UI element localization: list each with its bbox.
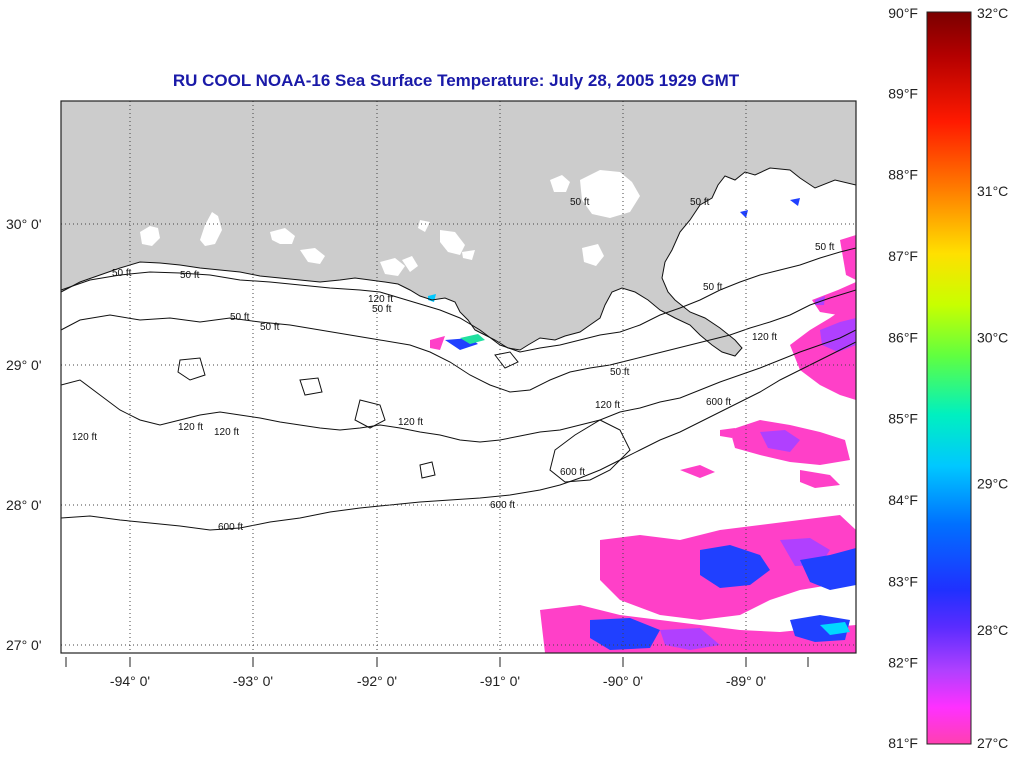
contour-label: 50 ft [260,322,280,333]
contour-label: 600 ft [490,500,515,511]
contour-label: 50 ft [815,242,835,253]
contour-label: 120 ft [398,417,423,428]
contour-label: 120 ft [72,432,97,443]
map-border [60,100,857,654]
contour-label: 50 ft [180,270,200,281]
contour-label: 50 ft [112,268,132,279]
colorbar [926,11,972,745]
contour-label: 120 ft [752,332,777,343]
colorbar-celsius-labels: 32°C 31°C 30°C 29°C 28°C 27°C [977,5,1008,751]
colorbar-f-label: 83°F [888,573,918,589]
map-area [61,101,856,653]
colorbar-c-label: 29°C [977,476,1008,492]
colorbar-f-label: 88°F [888,167,918,183]
axis-ticks [65,657,809,667]
contour-label: 120 ft [214,427,239,438]
contour-label: 600 ft [706,397,731,408]
lat-label: 30° 0' [6,216,42,232]
lat-label: 29° 0' [6,357,42,373]
colorbar-c-label: 28°C [977,622,1008,638]
contour-label: 120 ft [178,422,203,433]
colorbar-f-label: 86°F [888,329,918,345]
contour-label: 120 ft [368,294,393,305]
contour-label: 50 ft [372,304,392,315]
contour-label: 120 ft [595,400,620,411]
colorbar-f-label: 85°F [888,411,918,427]
lon-label: -92° 0' [357,673,397,689]
lon-label: -91° 0' [480,673,520,689]
colorbar-f-label: 87°F [888,248,918,264]
contour-label: 50 ft [230,312,250,323]
land-mass [61,101,856,356]
lat-label: 27° 0' [6,637,42,653]
lon-label: -93° 0' [233,673,273,689]
lon-label: -90° 0' [603,673,643,689]
colorbar-c-label: 32°C [977,5,1008,21]
contour-label: 50 ft [610,367,630,378]
colorbar-f-label: 82°F [888,655,918,671]
lon-label: -89° 0' [726,673,766,689]
bathymetry-contours [61,247,856,531]
contour-label: 600 ft [218,522,243,533]
graticule [61,101,856,653]
colorbar-f-label: 89°F [888,85,918,101]
contour-labels: 50 ft 50 ft 50 ft 50 ft 50 ft 50 ft 50 ft 50 ft… [72,197,835,533]
map-title: RU COOL NOAA-16 Sea Surface Temperature:… [173,71,740,90]
colorbar-c-label: 31°C [977,183,1008,199]
colorbar-c-label: 30°C [977,329,1008,345]
longitude-labels: -94° 0' -93° 0' -92° 0' -91° 0' -90° 0' … [110,673,766,689]
colorbar-fahrenheit-labels: 90°F 89°F 88°F 87°F 86°F 85°F 84°F 83°F 82°F 81°F [888,5,918,751]
contour-label: 50 ft [690,197,710,208]
coastline [61,167,856,357]
latitude-labels: 30° 0' 29° 0' 28° 0' 27° 0' [6,216,42,653]
contour-label: 600 ft [560,467,585,478]
lakes [140,170,750,276]
contour-label: 50 ft [703,282,723,293]
colorbar-f-label: 81°F [888,735,918,751]
colorbar-f-label: 90°F [888,5,918,21]
colorbar-f-label: 84°F [888,492,918,508]
contour-label: 50 ft [570,197,590,208]
lat-label: 28° 0' [6,497,42,513]
colorbar-c-label: 27°C [977,735,1008,751]
lon-label: -94° 0' [110,673,150,689]
